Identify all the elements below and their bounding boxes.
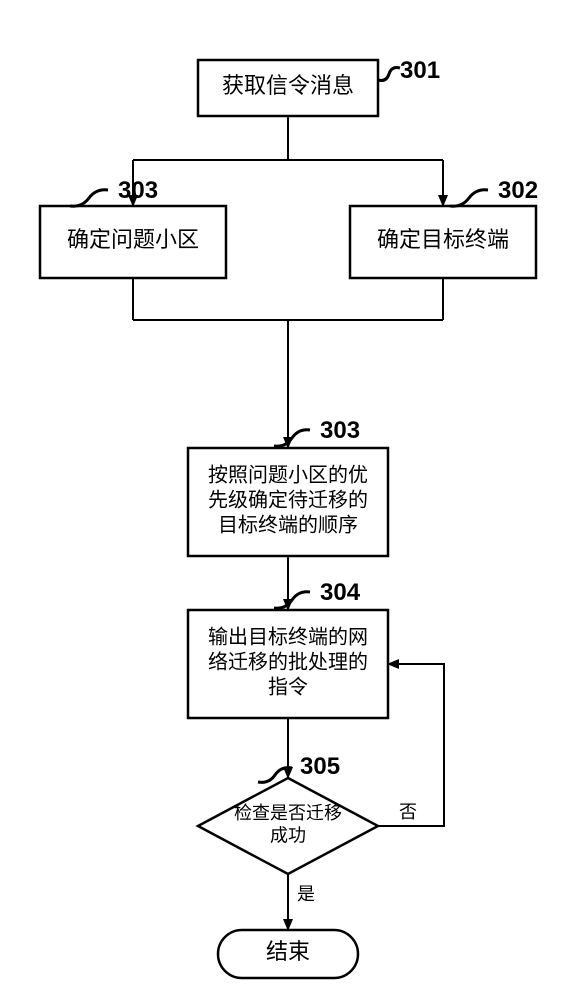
node-label-n303b: 先级确定待迁移的: [208, 489, 368, 512]
step-number-n302: 302: [498, 177, 538, 204]
edge-label-e11: 是: [297, 884, 315, 904]
step-squiggle: [274, 592, 310, 608]
edge-label-e12: 否: [399, 802, 417, 822]
step-number-n305: 305: [300, 753, 340, 780]
node-label-n301: 获取信令消息: [222, 73, 354, 98]
node-label-n304: 输出目标终端的网: [208, 626, 368, 649]
nodes-layer: 获取信令消息 301 确定问题小区 303 确定目标终端 302 按照问题小区的优先级确定待…: [40, 57, 538, 978]
node-label-n304: 络迁移的批处理的: [208, 651, 368, 674]
node-label-end: 结束: [266, 939, 310, 964]
node-label-n304: 指令: [268, 676, 308, 699]
node-label-n302: 确定目标终端: [377, 227, 509, 252]
step-number-n303b: 303: [320, 417, 360, 444]
step-squiggle: [450, 190, 488, 206]
node-label-n303b: 按照问题小区的优: [208, 464, 368, 487]
node-label-n305: 成功: [270, 825, 306, 845]
step-squiggle: [274, 430, 310, 446]
step-squiggle: [378, 68, 400, 81]
step-number-n304: 304: [320, 579, 361, 606]
flowchart-canvas: 是 否 获取信令消息 301 确定问题小区 303 确定目标终端 302 按照问题小区的优先级…: [0, 0, 569, 1000]
step-number-n301: 301: [400, 57, 440, 84]
step-squiggle: [70, 190, 108, 206]
node-label-n303b: 目标终端的顺序: [218, 514, 358, 537]
step-number-n303a: 303: [118, 177, 158, 204]
node-label-n305: 检查是否迁移: [234, 803, 342, 823]
node-label-n303a: 确定问题小区: [67, 227, 199, 252]
